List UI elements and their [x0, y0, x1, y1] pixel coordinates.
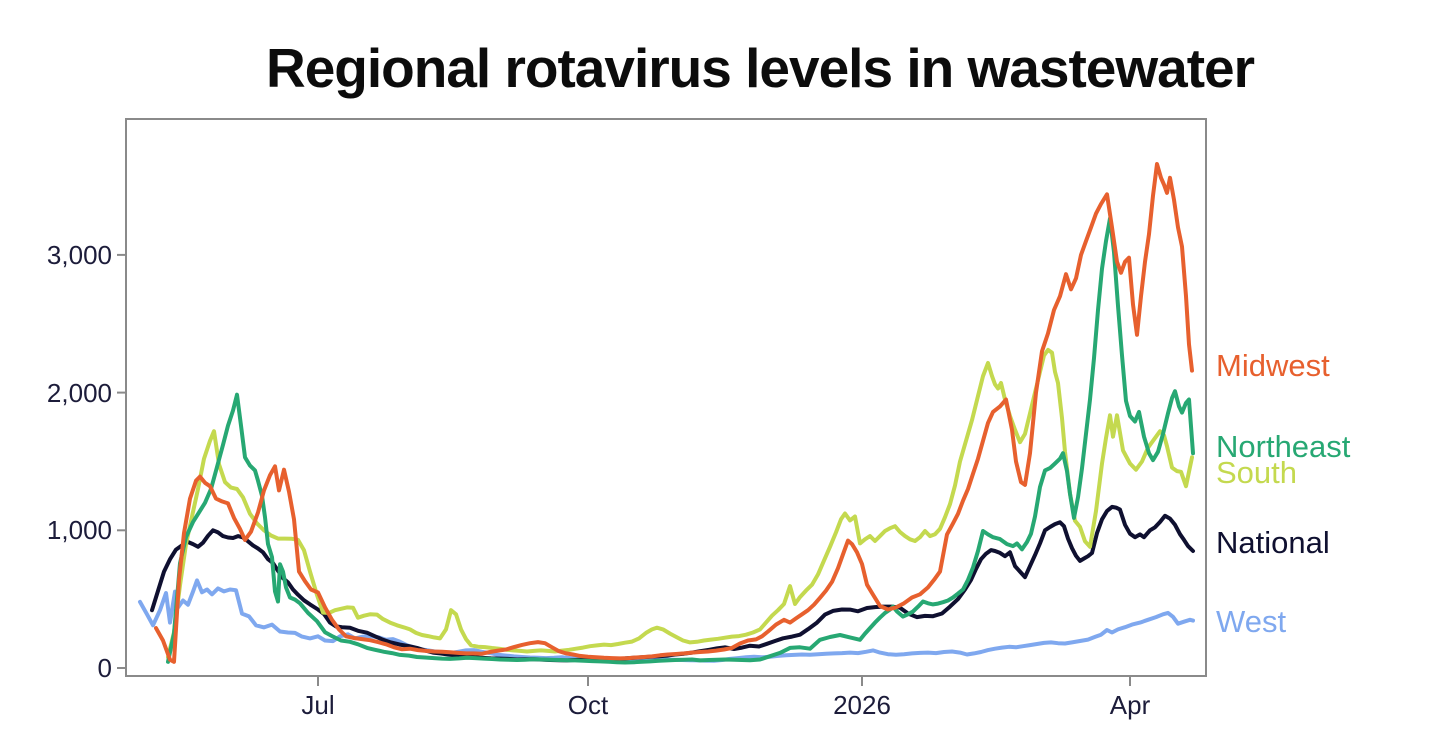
y-axis-tick-label: 1,000 — [46, 515, 112, 546]
legend-label-west: West — [1216, 604, 1287, 639]
x-axis-tick-label: Apr — [1109, 690, 1151, 720]
x-axis-tick-label: 2026 — [833, 690, 891, 720]
series-line-northeast — [166, 216, 1195, 665]
legend-label-south: South — [1216, 455, 1298, 490]
y-axis-tick-label: 2,000 — [46, 377, 112, 408]
plot-border — [125, 118, 1207, 677]
x-axis-tick-label: Oct — [567, 690, 609, 720]
legend-label-northeast: Northeast — [1216, 429, 1351, 464]
y-axis-tick-label: 0 — [97, 653, 112, 683]
chart-title: Regional rotavirus levels in wastewater — [265, 37, 1255, 99]
legend-label-midwest: Midwest — [1216, 348, 1330, 383]
x-axis-tick-label: Jul — [301, 690, 335, 720]
series-line-south — [166, 347, 1194, 659]
y-axis-tick-label: 3,000 — [46, 239, 112, 270]
legend-label-national: National — [1216, 525, 1330, 560]
series-line-midwest — [154, 162, 1194, 664]
